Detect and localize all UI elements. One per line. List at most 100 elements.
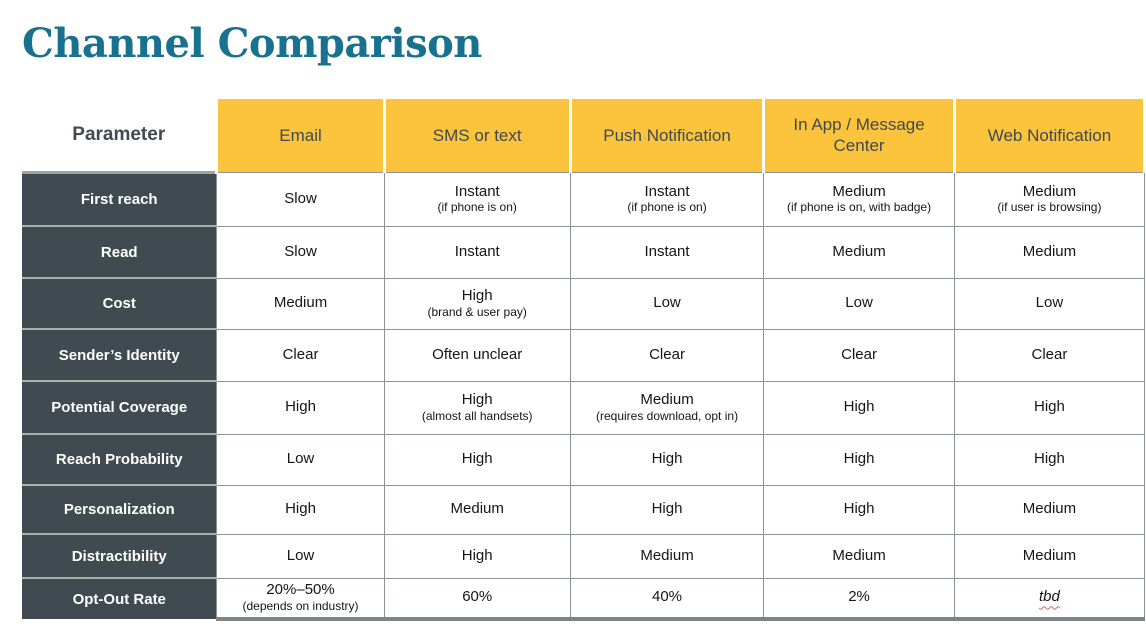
table-cell: Low bbox=[216, 433, 385, 486]
table-cell: Slow bbox=[216, 225, 385, 279]
cell-value: Clear bbox=[841, 345, 877, 363]
table-cell: High bbox=[953, 433, 1146, 486]
cell-note: (depends on industry) bbox=[242, 599, 359, 614]
table-cell: High bbox=[569, 484, 765, 535]
cell-value: High bbox=[461, 287, 493, 305]
table-cell: Clear bbox=[216, 328, 385, 382]
table-cell: High bbox=[216, 380, 385, 435]
table-cell: Instant bbox=[383, 225, 571, 279]
cell-value: Medium bbox=[1022, 242, 1077, 260]
table-cell: High (almost all handsets) bbox=[383, 380, 571, 435]
cell-value: Instant bbox=[454, 182, 500, 200]
table-cell: Instant (if phone is on) bbox=[569, 171, 765, 227]
row-label: Cost bbox=[22, 278, 217, 330]
cell-note: (almost all handsets) bbox=[421, 408, 533, 423]
row-label: Distractibility bbox=[22, 534, 217, 579]
row-label: First reach bbox=[22, 170, 217, 227]
cell-value: 20%–50% bbox=[266, 581, 335, 599]
cell-note: (if phone is on) bbox=[437, 200, 517, 215]
cell-value: Medium bbox=[273, 294, 328, 312]
table-cell: Medium bbox=[763, 533, 955, 579]
row-label: Read bbox=[22, 226, 217, 279]
cell-value: Medium bbox=[640, 391, 694, 409]
table-row-first-reach: First reach Slow Instant (if phone is on) In… bbox=[22, 170, 1146, 227]
table-cell: Clear bbox=[569, 328, 765, 382]
comparison-table: Parameter Email SMS or text Push Notificati… bbox=[22, 99, 1146, 621]
cell-value: Medium bbox=[832, 182, 886, 200]
table-cell: Medium bbox=[216, 277, 385, 330]
cell-value: Medium bbox=[1022, 500, 1077, 518]
cell-value: 40% bbox=[652, 588, 683, 606]
cell-value: Low bbox=[1035, 294, 1064, 312]
cell-value: Low bbox=[845, 294, 873, 312]
table-cell: 60% bbox=[383, 577, 571, 621]
row-label: Reach Probability bbox=[22, 434, 217, 486]
table-cell: Slow bbox=[216, 171, 385, 227]
table-header: Parameter Email SMS or text Push Notificati… bbox=[22, 99, 1146, 172]
cell-value: Clear bbox=[1031, 345, 1068, 363]
cell-value: Medium bbox=[832, 546, 886, 564]
table-row-reach-probability: Reach Probability Low High High High High bbox=[22, 433, 1146, 486]
cell-value: Medium bbox=[1022, 546, 1077, 564]
cell-value: Low bbox=[653, 294, 681, 312]
cell-note: (requires download, opt in) bbox=[595, 408, 739, 423]
table-cell: Instant bbox=[569, 225, 765, 279]
column-header-web-notification: Web Notification bbox=[952, 99, 1146, 172]
table-row-read: Read Slow Instant Instant Medium Medium bbox=[22, 225, 1146, 279]
cell-value: High bbox=[651, 500, 683, 518]
cell-note: (if phone is on) bbox=[627, 200, 707, 215]
table-cell: 40% bbox=[569, 577, 765, 621]
table-cell: 20%–50% (depends on industry) bbox=[216, 577, 385, 621]
table-cell: High bbox=[383, 533, 571, 579]
column-header-parameter: Parameter bbox=[22, 99, 217, 172]
cell-value: High bbox=[1034, 450, 1065, 468]
cell-value: High bbox=[461, 391, 493, 409]
table-cell: Low bbox=[569, 277, 765, 330]
cell-value: 2% bbox=[848, 588, 870, 606]
table-cell: Medium bbox=[953, 484, 1146, 535]
table-cell: High bbox=[953, 380, 1146, 435]
table-row-opt-out-rate: Opt-Out Rate 20%–50% (depends on industry)… bbox=[22, 577, 1146, 621]
row-label: Personalization bbox=[22, 485, 217, 535]
cell-note: (brand & user pay) bbox=[427, 304, 527, 319]
cell-value: Often unclear bbox=[432, 345, 523, 363]
table-cell: 2% bbox=[763, 577, 955, 621]
cell-value: Slow bbox=[284, 242, 317, 260]
table-cell: Low bbox=[216, 533, 385, 579]
cell-value: Medium bbox=[1022, 182, 1077, 200]
cell-value: Clear bbox=[282, 345, 319, 363]
cell-value: Instant bbox=[644, 242, 690, 260]
table-cell: Low bbox=[953, 277, 1146, 330]
table-cell: High bbox=[763, 380, 955, 435]
cell-value: Slow bbox=[284, 189, 317, 207]
table-cell: Clear bbox=[763, 328, 955, 382]
cell-note: (if phone is on, with badge) bbox=[787, 200, 932, 215]
table-cell: Medium bbox=[383, 484, 571, 535]
cell-value: Medium bbox=[640, 546, 694, 564]
table-cell: Medium bbox=[953, 225, 1146, 279]
cell-value: High bbox=[285, 500, 316, 518]
table-row-personalization: Personalization High Medium High High Medium bbox=[22, 484, 1146, 535]
row-label: Sender’s Identity bbox=[22, 329, 217, 382]
table-cell: tbd bbox=[953, 577, 1146, 621]
table-cell: High bbox=[383, 433, 571, 486]
table-cell: High bbox=[763, 433, 955, 486]
table-cell: High bbox=[216, 484, 385, 535]
table-cell: Instant (if phone is on) bbox=[383, 171, 571, 227]
table-cell: High (brand & user pay) bbox=[383, 277, 571, 330]
table-row-distractibility: Distractibility Low High Medium Medium Medium bbox=[22, 533, 1146, 579]
cell-value-tbd: tbd bbox=[1039, 588, 1060, 606]
cell-value: High bbox=[843, 398, 875, 416]
table-cell: Low bbox=[763, 277, 955, 330]
table-row-cost: Cost Medium High (brand & user pay) Low Low Lo… bbox=[22, 277, 1146, 330]
table-row-potential-coverage: Potential Coverage High High (almost all ha… bbox=[22, 380, 1146, 435]
cell-value: Medium bbox=[832, 242, 886, 260]
cell-value: Medium bbox=[450, 500, 504, 518]
cell-value: Low bbox=[286, 450, 315, 468]
table-cell: Medium (requires download, opt in) bbox=[569, 380, 765, 435]
table-row-sender-s-identity: Sender’s Identity Clear Often unclear Clear… bbox=[22, 328, 1146, 382]
cell-value: High bbox=[651, 450, 683, 468]
table-cell: High bbox=[763, 484, 955, 535]
row-label: Potential Coverage bbox=[22, 381, 217, 435]
cell-value: 60% bbox=[462, 588, 493, 606]
